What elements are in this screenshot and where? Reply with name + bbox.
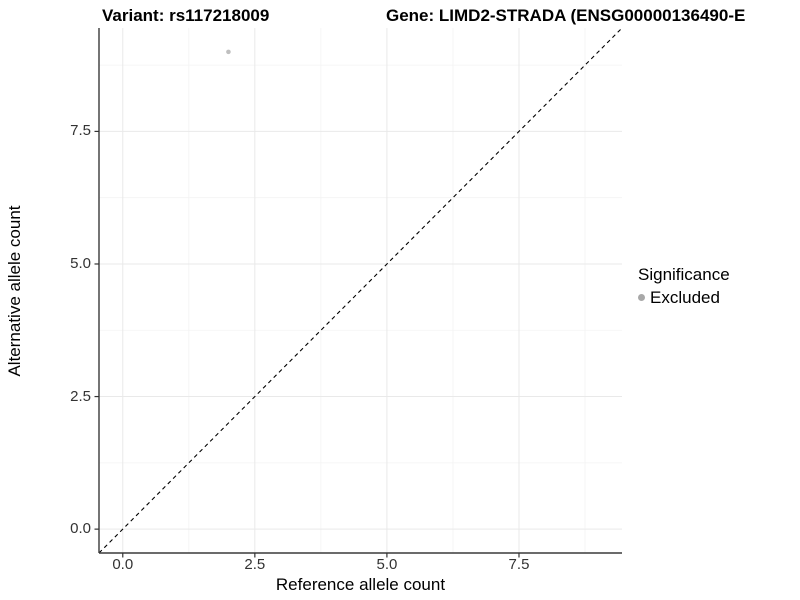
x-tick-label: 7.5 — [508, 556, 530, 573]
legend-key-dot-icon — [638, 294, 645, 301]
x-tick-label: 5.0 — [376, 556, 398, 573]
legend-item-excluded: Excluded — [638, 288, 730, 307]
y-axis-title: Alternative allele count — [5, 205, 24, 377]
variant-title: Variant: rs117218009 — [102, 6, 270, 25]
data-point — [226, 49, 231, 55]
legend-item-label: Excluded — [650, 288, 720, 307]
y-tick-label: 0.0 — [70, 520, 91, 538]
x-tick-label: 2.5 — [244, 556, 266, 573]
legend: Significance Excluded — [638, 265, 730, 307]
y-tick-label: 5.0 — [70, 254, 91, 272]
x-axis-title: Reference allele count — [275, 575, 446, 594]
y-tick-label: 7.5 — [70, 122, 91, 140]
x-tick-label: 0.0 — [112, 556, 134, 573]
y-tick-label: 2.5 — [70, 387, 91, 405]
identity-line — [98, 27, 623, 554]
gene-title: Gene: LIMD2-STRADA (ENSG00000136490-E — [386, 6, 746, 25]
legend-title: Significance — [638, 265, 730, 284]
